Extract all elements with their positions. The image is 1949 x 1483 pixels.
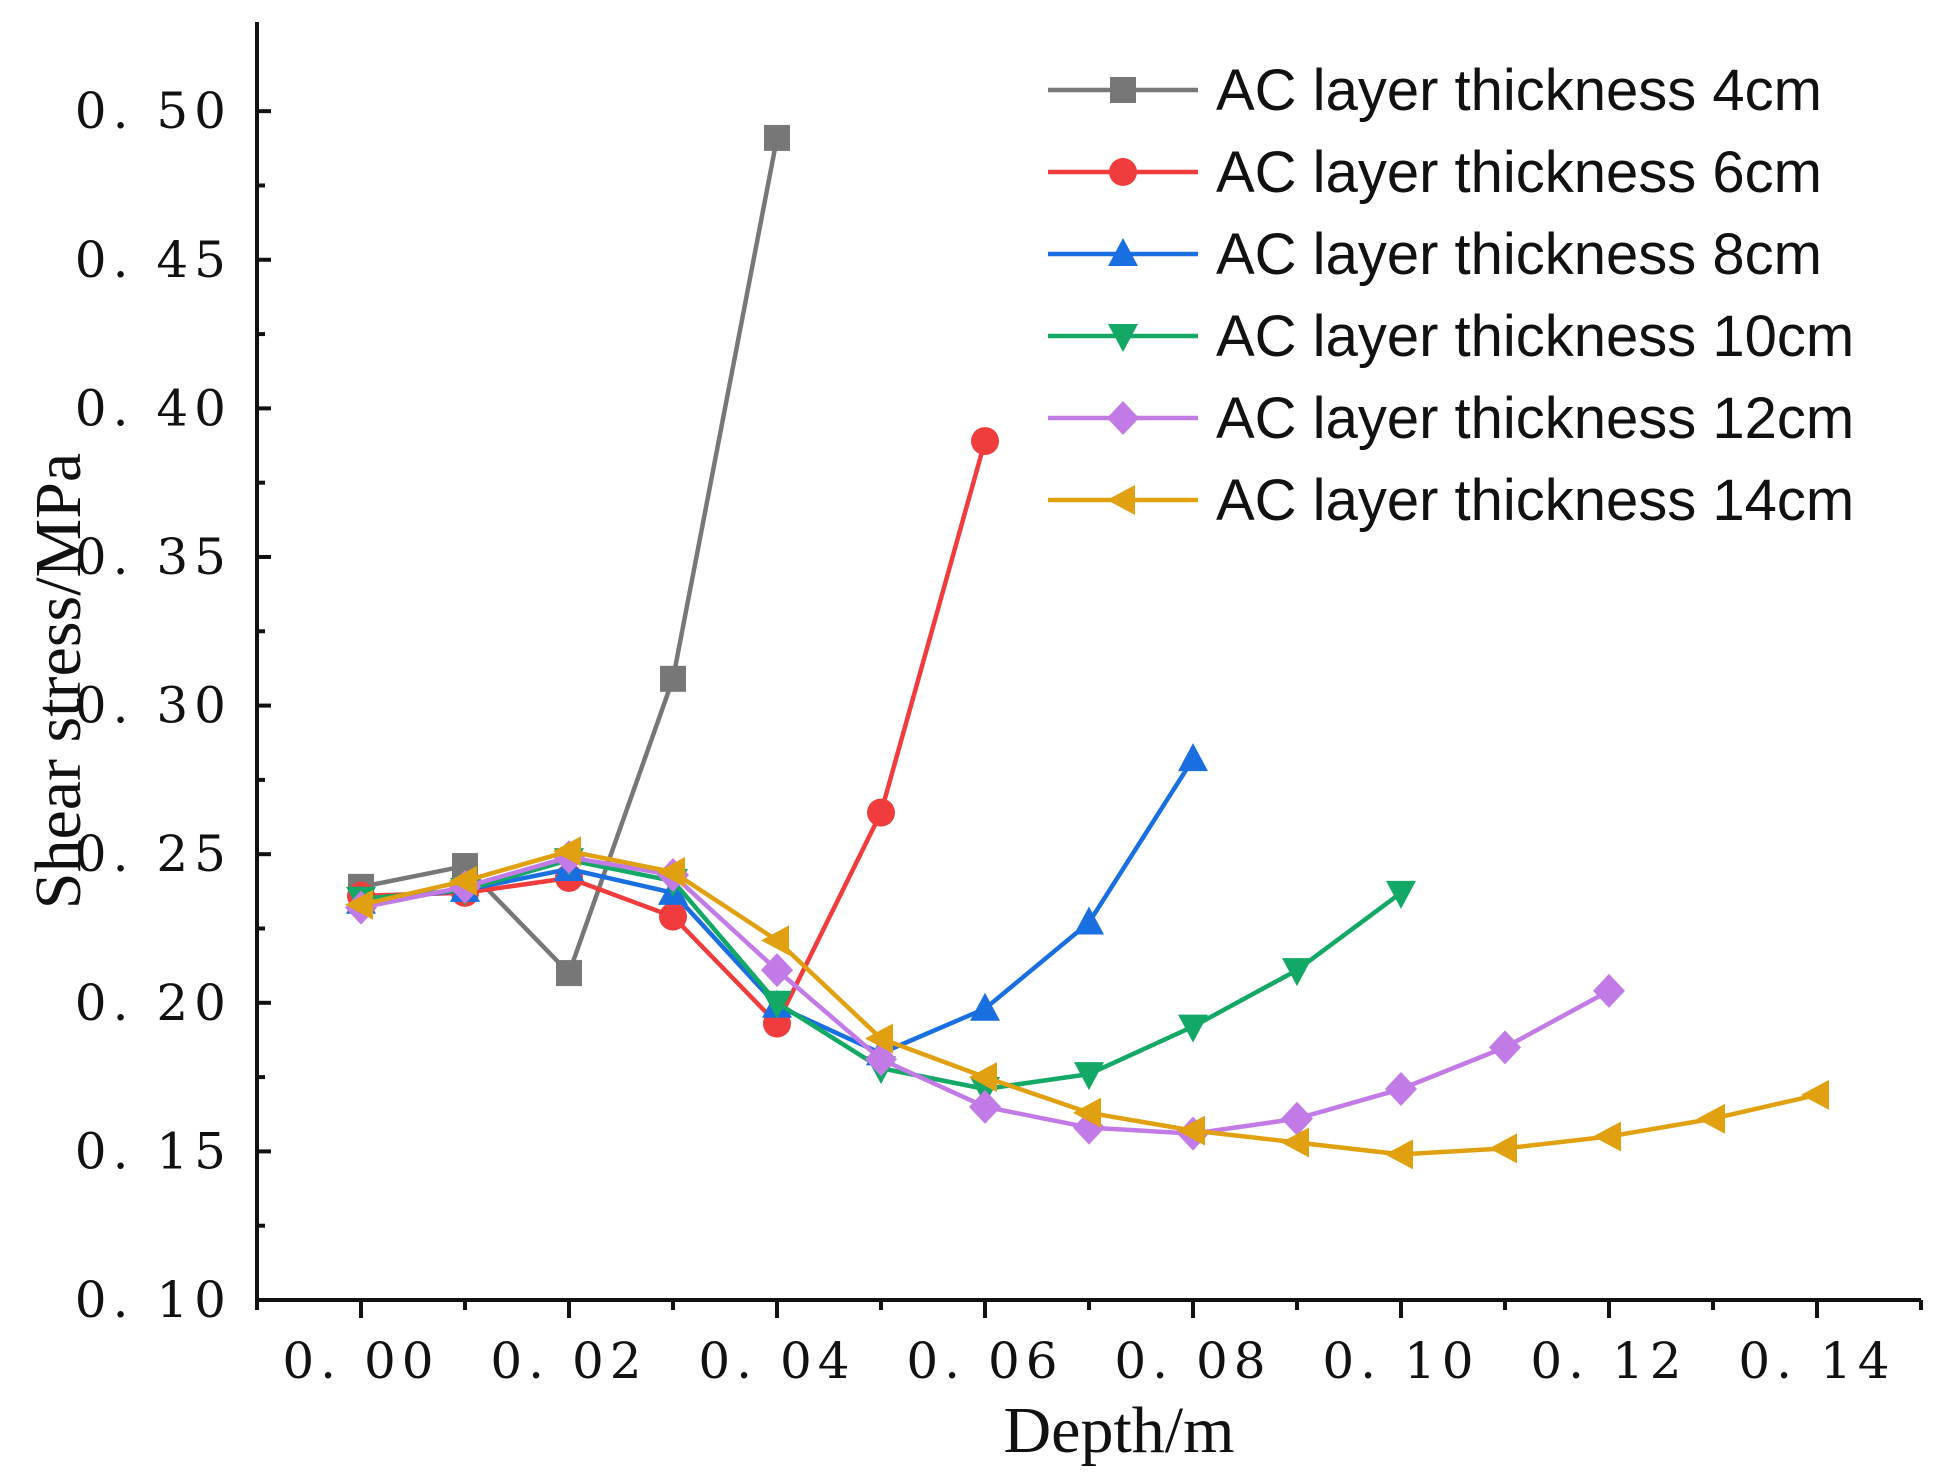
data-point-triangle-down (1178, 1014, 1208, 1043)
data-point-diamond (1489, 1030, 1521, 1065)
y-tick-label: 0. 45 (75, 231, 232, 289)
axis-ticks (255, 109, 1923, 1318)
data-point-triangle-down (1074, 1062, 1104, 1091)
data-point-triangle-up (1178, 743, 1208, 772)
data-point-triangle-up (1108, 238, 1138, 266)
data-point-triangle-left (553, 836, 581, 867)
data-point-square (660, 665, 686, 692)
data-point-diamond (1593, 973, 1625, 1008)
y-tick-label: 0. 25 (75, 825, 232, 883)
x-tick-label: 0. 02 (490, 1332, 647, 1390)
legend: AC layer thickness 4cm AC layer thickness… (1048, 58, 1854, 533)
x-tick-label: 0. 08 (1114, 1332, 1271, 1390)
y-tick-label: 0. 30 (75, 677, 232, 735)
data-point-diamond (969, 1089, 1001, 1124)
y-tick-labels: 0. 10 0. 15 0. 20 0. 25 0. 30 0. 35 0. 40 0. 45… (75, 82, 232, 1329)
legend-item: AC layer thickness 12cm (1048, 386, 1854, 451)
data-point-triangle-up (1074, 906, 1104, 935)
legend-item: AC layer thickness 8cm (1048, 222, 1822, 287)
series-layer (345, 124, 1829, 1170)
x-tick-label: 0. 04 (698, 1332, 855, 1390)
x-tick-labels: 0. 00 0. 02 0. 04 0. 06 0. 08 0. 10 0. 12 0. 14 (282, 1332, 1895, 1390)
data-point-triangle-down (1386, 880, 1416, 909)
y-tick-label: 0. 50 (75, 82, 232, 140)
data-point-triangle-up (970, 992, 1000, 1021)
data-point-triangle-left (1177, 1115, 1205, 1146)
legend-item: AC layer thickness 14cm (1048, 468, 1854, 533)
x-tick-label: 0. 14 (1738, 1332, 1895, 1390)
x-tick-label: 0. 12 (1530, 1332, 1687, 1390)
data-point-triangle-left (761, 925, 789, 956)
data-point-triangle-left (449, 865, 477, 896)
data-point-circle (1109, 158, 1137, 186)
data-point-triangle-left (1801, 1079, 1829, 1110)
data-point-triangle-down (1108, 324, 1138, 352)
data-point-triangle-down (1282, 958, 1312, 987)
legend-label: AC layer thickness 10cm (1216, 304, 1854, 369)
legend-label: AC layer thickness 6cm (1216, 140, 1822, 205)
legend-item: AC layer thickness 4cm (1048, 58, 1822, 123)
y-tick-label: 0. 10 (75, 1271, 232, 1329)
series-1 (348, 124, 790, 987)
y-tick-label: 0. 35 (75, 528, 232, 586)
legend-label: AC layer thickness 14cm (1216, 468, 1854, 533)
data-point-triangle-left (1385, 1139, 1413, 1170)
x-tick-label: 0. 10 (1322, 1332, 1479, 1390)
data-point-triangle-left (1697, 1103, 1725, 1134)
data-point-triangle-left (1107, 485, 1135, 515)
x-tick-label: 0. 06 (906, 1332, 1063, 1390)
y-tick-label: 0. 15 (75, 1122, 232, 1180)
series-6 (345, 836, 1829, 1170)
data-point-triangle-left (1489, 1133, 1517, 1164)
data-point-triangle-left (969, 1062, 997, 1093)
y-tick-label: 0. 20 (75, 974, 232, 1032)
data-point-square (1110, 77, 1136, 103)
x-tick-label: 0. 00 (282, 1332, 439, 1390)
data-point-square (764, 124, 790, 151)
data-point-diamond (1281, 1101, 1313, 1136)
legend-label: AC layer thickness 12cm (1216, 386, 1854, 451)
legend-label: AC layer thickness 8cm (1216, 222, 1822, 287)
x-axis-label: Depth/m (1004, 1394, 1235, 1467)
legend-item: AC layer thickness 10cm (1048, 304, 1854, 369)
data-point-diamond (761, 953, 793, 988)
data-point-triangle-down (762, 990, 792, 1019)
y-axis-label: Shear stress/MPa (22, 453, 95, 909)
data-point-triangle-left (1073, 1097, 1101, 1128)
data-point-triangle-left (345, 889, 373, 920)
y-tick-label: 0. 40 (75, 379, 232, 437)
data-point-triangle-left (1281, 1127, 1309, 1158)
data-point-triangle-left (657, 857, 685, 888)
legend-item: AC layer thickness 6cm (1048, 140, 1822, 205)
data-point-triangle-left (1593, 1121, 1621, 1152)
data-point-square (556, 960, 582, 987)
data-point-circle (867, 798, 895, 827)
data-point-circle (971, 427, 999, 456)
data-point-triangle-left (865, 1023, 893, 1054)
data-point-diamond (1385, 1071, 1417, 1106)
data-point-circle (659, 902, 687, 931)
data-point-diamond (1107, 401, 1139, 435)
legend-label: AC layer thickness 4cm (1216, 58, 1822, 123)
